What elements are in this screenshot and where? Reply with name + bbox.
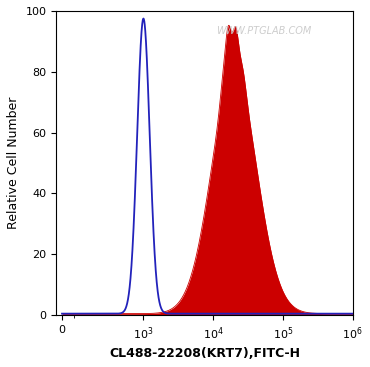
X-axis label: CL488-22208(KRT7),FITC-H: CL488-22208(KRT7),FITC-H [109,347,300,360]
Text: WWW.PTGLAB.COM: WWW.PTGLAB.COM [216,26,312,36]
Y-axis label: Relative Cell Number: Relative Cell Number [7,97,20,229]
